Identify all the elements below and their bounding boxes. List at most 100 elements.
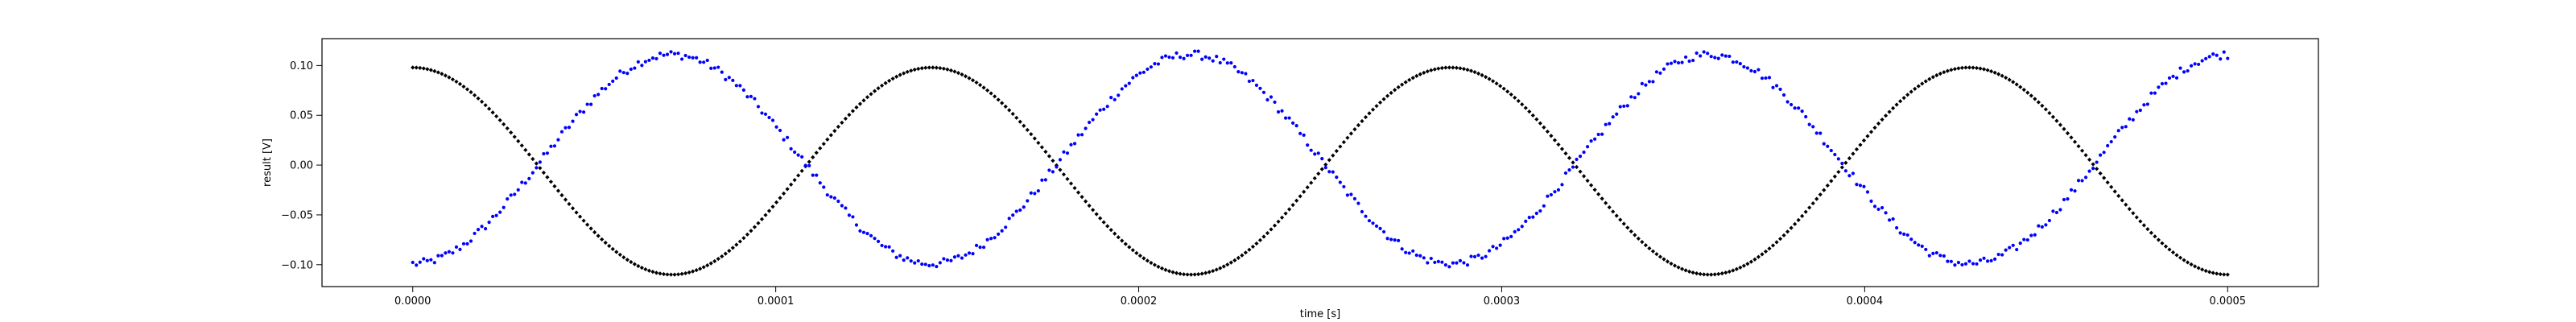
data-point [2120, 198, 2124, 203]
data-point [1193, 49, 1197, 53]
data-point [1923, 79, 1928, 84]
data-point [1698, 271, 1703, 276]
data-point [535, 166, 539, 170]
data-point [1022, 123, 1026, 128]
data-point [581, 218, 586, 223]
data-point [738, 84, 742, 88]
series-1 [411, 49, 2230, 269]
data-point [675, 272, 681, 277]
data-point [1989, 258, 1993, 263]
data-point [749, 229, 753, 233]
data-point [1199, 271, 1204, 276]
data-point [1644, 83, 1648, 87]
data-point [2178, 255, 2183, 260]
data-point [1218, 60, 1222, 65]
data-point [970, 78, 976, 83]
data-point [502, 205, 506, 209]
data-point [1250, 244, 1256, 250]
data-point [821, 142, 826, 147]
data-point [1433, 260, 1437, 265]
data-point [1513, 229, 1517, 233]
data-point [1945, 68, 1950, 73]
data-point [1396, 85, 1401, 89]
data-point [905, 69, 910, 74]
data-point [964, 253, 968, 257]
data-point [1338, 144, 1343, 149]
data-point [1341, 139, 1346, 145]
data-point [1593, 137, 1597, 141]
data-point [923, 262, 927, 266]
data-point [1716, 56, 1720, 60]
data-point [1524, 219, 1528, 223]
data-point [1065, 151, 1070, 155]
data-point [1868, 130, 1874, 134]
data-point [1178, 56, 1183, 60]
data-point [1916, 84, 1921, 89]
data-point [461, 242, 466, 246]
data-point [512, 134, 517, 139]
data-point [658, 271, 663, 276]
x-tick-label: 0.0003 [1484, 295, 1521, 308]
data-point [2083, 153, 2088, 158]
data-point [636, 60, 640, 64]
data-point [1215, 55, 1219, 59]
data-point [1476, 253, 1480, 258]
data-point [1789, 102, 1794, 107]
data-point [709, 66, 713, 70]
data-point [1156, 264, 1161, 269]
data-point [1938, 71, 1942, 76]
data-point [2043, 107, 2048, 112]
data-point [1254, 83, 1259, 87]
data-point [1498, 243, 1502, 247]
data-point [818, 181, 822, 185]
data-point [1825, 183, 1830, 188]
data-point [1803, 209, 1808, 214]
data-point [1389, 90, 1393, 95]
data-point [967, 251, 972, 255]
data-point [1633, 233, 1637, 237]
data-point [1407, 251, 1411, 255]
data-point [464, 87, 470, 92]
data-point [1076, 133, 1080, 137]
data-point [2171, 74, 2175, 78]
data-point [1280, 109, 1284, 113]
data-point [1269, 227, 1274, 232]
data-point [934, 65, 939, 70]
data-point [1094, 212, 1099, 217]
data-point [447, 75, 452, 80]
data-point [1807, 205, 1812, 210]
data-point [1414, 253, 1418, 258]
data-point [1087, 120, 1092, 125]
data-point [1993, 257, 1997, 261]
data-point [451, 251, 455, 255]
data-point [989, 91, 993, 96]
data-point [1563, 151, 1568, 156]
data-point [1211, 59, 1215, 63]
data-point [759, 217, 765, 221]
data-point [883, 80, 888, 85]
data-point [607, 243, 612, 249]
data-point [1146, 67, 1150, 72]
data-point [2079, 148, 2085, 153]
data-point [1302, 189, 1307, 194]
data-point [737, 239, 742, 244]
data-point [487, 106, 492, 111]
data-point [1495, 246, 1499, 250]
data-point [1374, 224, 1379, 228]
data-point [1517, 228, 1521, 232]
data-point [1501, 86, 1506, 91]
data-point [1942, 254, 1946, 258]
data-point [1454, 65, 1459, 70]
data-point [1934, 250, 1938, 255]
data-point [665, 272, 670, 277]
data-point [1429, 256, 1433, 261]
data-point [654, 56, 658, 61]
data-point [2134, 215, 2139, 220]
data-point [949, 258, 953, 262]
data-point [978, 246, 982, 250]
data-point [1290, 203, 1295, 208]
data-point [1298, 131, 1302, 135]
data-point [421, 66, 426, 71]
data-point [1352, 127, 1357, 132]
data-point [520, 180, 524, 184]
